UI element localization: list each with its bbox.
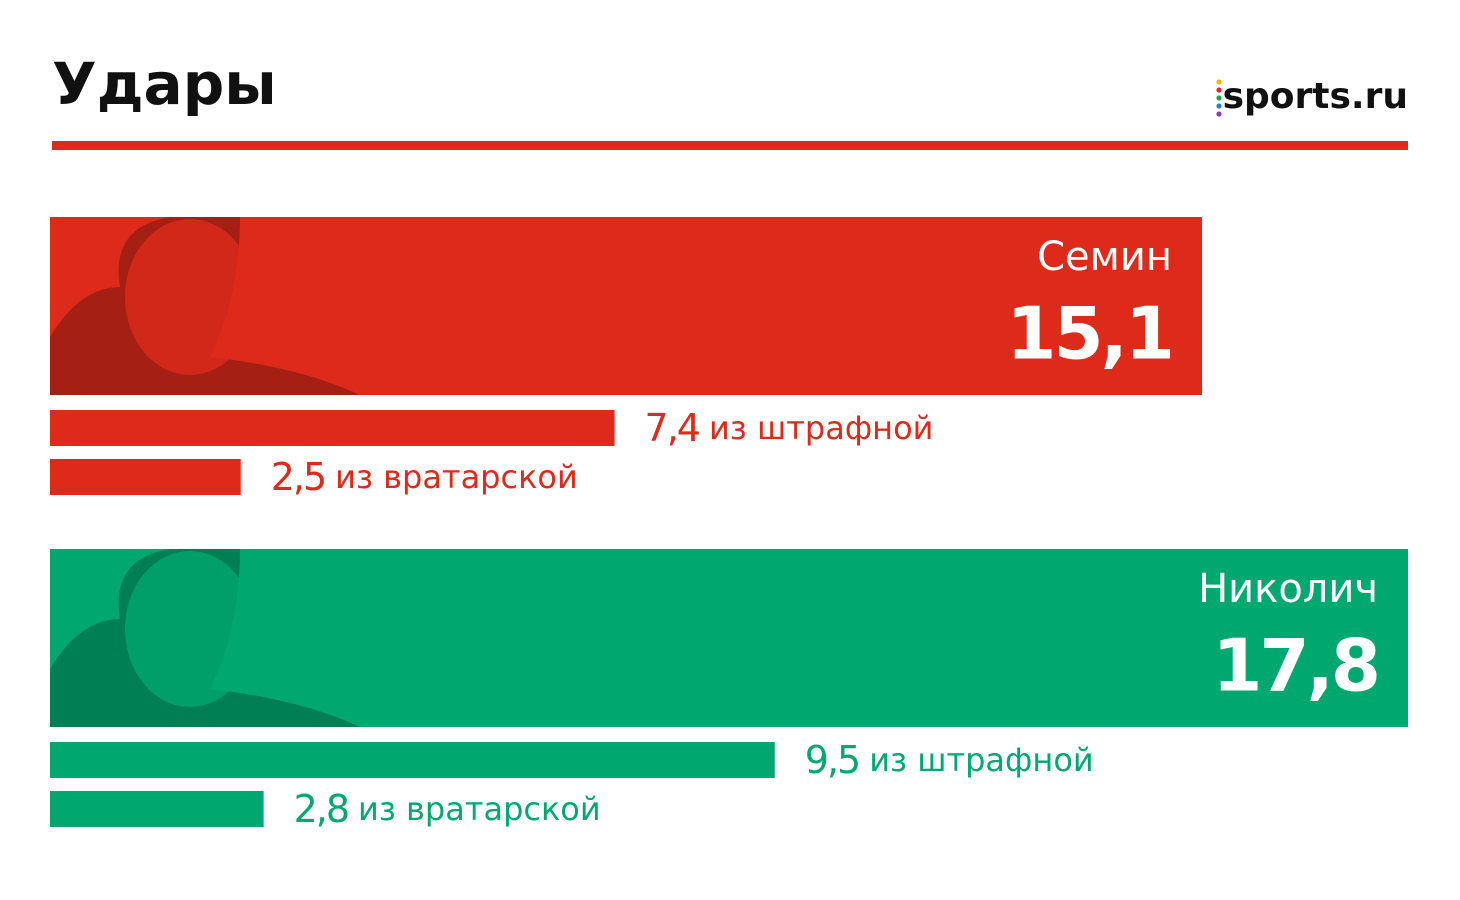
logo-dots <box>1216 79 1222 117</box>
total-label: 15,1 <box>1006 292 1172 376</box>
portrait-face <box>125 219 255 375</box>
name-label: Семин <box>1037 234 1172 280</box>
chart-title: Удары <box>52 50 277 118</box>
portrait-shape <box>50 217 360 395</box>
sub-label: 2,8 из вратарской <box>294 787 601 831</box>
sub-bar <box>50 459 241 495</box>
header-rule <box>52 141 1408 150</box>
name-label: Николич <box>1198 566 1378 612</box>
total-bar <box>50 549 1408 727</box>
sub-value-label: 2,5 <box>271 455 325 499</box>
total-bar <box>50 217 1203 395</box>
portrait <box>50 217 360 395</box>
category-label: из вратарской <box>358 790 601 828</box>
sub-value-label: 9,5 <box>805 738 859 782</box>
sub-bar <box>50 742 775 778</box>
sub-label: 7,4 из штрафной <box>645 406 934 450</box>
category-label: из штрафной <box>869 741 1093 779</box>
sub-bar <box>50 791 264 827</box>
brand: sports.ru <box>1223 76 1408 117</box>
category-label: из вратарской <box>335 458 578 496</box>
sub-bar <box>50 410 615 446</box>
sub-value-label: 2,8 <box>294 787 348 831</box>
sub-label: 2,5 из вратарской <box>271 455 578 499</box>
category-label: из штрафной <box>709 409 933 447</box>
sub-value-label: 7,4 <box>645 406 700 450</box>
portrait-shape <box>50 549 360 727</box>
portrait <box>50 549 360 727</box>
portrait-face <box>125 551 255 707</box>
total-label: 17,8 <box>1212 624 1378 708</box>
sub-label: 9,5 из штрафной <box>805 738 1094 782</box>
